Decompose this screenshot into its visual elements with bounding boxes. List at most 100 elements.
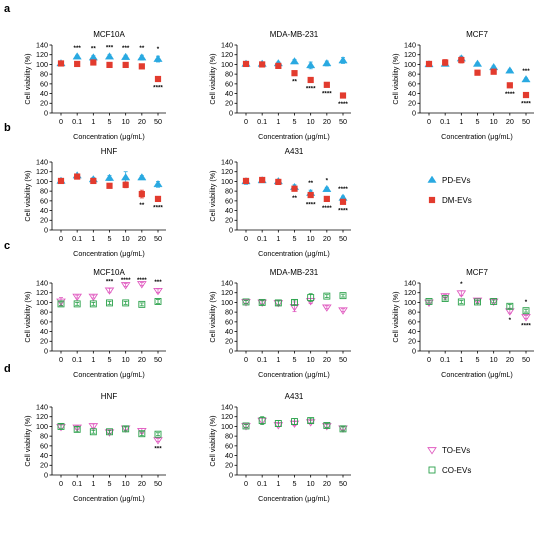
y-tick-label: 20: [40, 461, 48, 470]
x-tick-label: 20: [138, 117, 146, 126]
data-point: [137, 173, 147, 181]
legend-pd-dm: PD-EVs DM-EVs: [427, 175, 472, 205]
y-tick-label: 120: [36, 167, 48, 176]
x-tick-label: 10: [122, 355, 130, 364]
data-point: [274, 420, 282, 427]
data-point: [138, 300, 146, 308]
y-tick-label: 140: [221, 157, 233, 166]
data-point: [72, 424, 83, 432]
x-tick-label: 1: [459, 355, 463, 364]
data-point: [104, 173, 115, 181]
data-point: [88, 53, 98, 61]
series-pd-evs: [424, 54, 531, 83]
x-tick-label: 0: [244, 117, 248, 126]
legend-to-co: TO-EVs CO-EVs: [427, 446, 471, 475]
significance-label: *: [326, 177, 329, 184]
data-point: [122, 61, 129, 69]
data-point: [242, 422, 250, 430]
data-point: [323, 195, 330, 203]
x-tick-label: 10: [307, 355, 315, 364]
chart-title: HNF: [101, 147, 118, 156]
series-dm-evs: [242, 176, 347, 205]
y-axis-label: Cell viability (%): [23, 53, 32, 104]
data-point: [339, 425, 347, 433]
significance-label: ****: [322, 205, 332, 212]
series-co-evs: [57, 422, 162, 438]
x-tick-label: 50: [154, 355, 162, 364]
y-tick-label: 140: [404, 278, 416, 287]
significance-label: ***: [154, 279, 162, 286]
y-tick-label: 100: [36, 422, 48, 431]
data-point: [442, 59, 449, 66]
series-co-evs: [242, 416, 347, 433]
data-point: [522, 307, 530, 315]
data-point: [137, 53, 147, 61]
y-tick-label: 120: [36, 412, 48, 421]
y-tick-label: 0: [44, 108, 48, 117]
data-point: [307, 76, 314, 84]
data-point: [259, 61, 266, 68]
x-axis-label: Concentration (μg/mL): [73, 132, 145, 141]
x-tick-label: 0.1: [257, 355, 267, 364]
x-tick-label: 0: [244, 355, 248, 364]
data-point: [307, 294, 315, 302]
y-tick-label: 40: [225, 89, 233, 98]
chart-title: A431: [285, 392, 304, 401]
y-tick-label: 120: [36, 288, 48, 297]
series-co-evs: [57, 298, 162, 308]
x-tick-label: 10: [307, 117, 315, 126]
data-point: [122, 425, 130, 433]
significance-label: ****: [338, 101, 348, 108]
data-point: [289, 57, 300, 65]
data-point: [106, 61, 113, 69]
x-tick-label: 50: [154, 234, 162, 243]
x-tick-label: 0.1: [72, 117, 82, 126]
chart-title: A431: [285, 147, 304, 156]
x-tick-label: 0.1: [257, 479, 267, 488]
y-axis-label: Cell viability (%): [208, 415, 217, 466]
data-point: [72, 293, 83, 302]
y-tick-label: 120: [404, 50, 416, 59]
series-dm-evs: [242, 60, 347, 99]
y-tick-label: 80: [225, 70, 233, 79]
data-point: [490, 68, 497, 75]
y-tick-label: 80: [40, 70, 48, 79]
data-point: [274, 299, 282, 307]
data-point: [307, 191, 314, 199]
x-tick-label: 5: [108, 234, 112, 243]
x-tick-label: 50: [339, 355, 347, 364]
significance-label: ****: [338, 186, 348, 193]
data-point: [106, 428, 113, 436]
data-point: [57, 177, 65, 185]
series-to-evs: [56, 423, 163, 445]
data-point: [339, 198, 347, 205]
significance-label: ****: [521, 322, 531, 329]
series-co-evs: [242, 292, 347, 307]
x-tick-label: 0.1: [440, 355, 450, 364]
y-tick-label: 120: [221, 288, 233, 297]
x-tick-label: 1: [276, 355, 280, 364]
y-axis-label: Cell viability (%): [391, 291, 400, 342]
y-tick-label: 40: [225, 327, 233, 336]
significance-label: ***: [106, 45, 114, 52]
x-axis-label: Concentration (μg/mL): [73, 370, 145, 379]
y-axis-label: Cell viability (%): [23, 291, 32, 342]
chart-title: MDA-MB-231: [270, 268, 319, 277]
x-tick-label: 20: [323, 234, 331, 243]
data-point: [307, 417, 315, 425]
data-point: [72, 52, 82, 60]
x-tick-label: 50: [154, 479, 162, 488]
y-tick-label: 0: [412, 108, 416, 117]
x-axis-label: Concentration (μg/mL): [258, 249, 330, 258]
significance-label: ***: [106, 278, 114, 285]
significance-label: ****: [137, 277, 147, 284]
y-tick-label: 140: [404, 40, 416, 49]
x-tick-label: 0: [59, 355, 63, 364]
y-tick-label: 140: [36, 40, 48, 49]
chart-title: MCF10A: [93, 30, 125, 39]
x-tick-label: 0.1: [72, 355, 82, 364]
chart-title: HNF: [101, 392, 118, 401]
x-axis-label: Concentration (μg/mL): [441, 132, 513, 141]
x-tick-label: 50: [339, 479, 347, 488]
data-point: [138, 63, 145, 70]
